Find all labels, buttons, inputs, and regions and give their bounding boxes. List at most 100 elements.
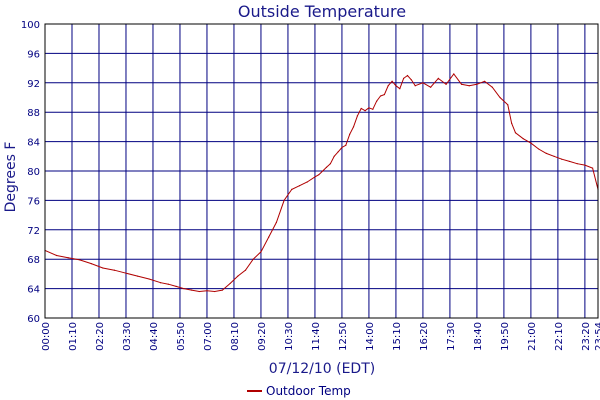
data-point bbox=[379, 95, 382, 97]
data-point bbox=[445, 83, 447, 85]
series-line-outdoor-temp bbox=[44, 73, 599, 293]
data-point bbox=[314, 176, 316, 178]
data-point bbox=[499, 96, 501, 99]
data-point bbox=[460, 83, 463, 85]
data-point bbox=[341, 146, 343, 149]
data-point bbox=[175, 285, 177, 287]
x-tick-label: 05:50 bbox=[176, 322, 187, 351]
data-point bbox=[364, 110, 366, 112]
x-tick-label: 10:30 bbox=[284, 322, 295, 351]
grid-lines bbox=[45, 24, 598, 318]
y-tick-labels: 60 64 68 72 76 80 84 88 92 96 100 bbox=[21, 20, 40, 325]
data-point bbox=[283, 199, 285, 201]
data-point bbox=[329, 163, 331, 165]
data-point bbox=[387, 85, 389, 87]
data-point bbox=[545, 152, 547, 154]
data-point bbox=[136, 275, 139, 277]
data-point bbox=[437, 77, 439, 79]
data-point bbox=[291, 188, 293, 190]
data-point bbox=[148, 278, 150, 280]
data-point bbox=[410, 79, 412, 81]
data-point bbox=[507, 104, 509, 106]
data-point bbox=[206, 290, 208, 292]
x-tick-label: 04:40 bbox=[149, 322, 160, 351]
data-point bbox=[538, 148, 540, 150]
data-point bbox=[491, 86, 493, 88]
data-point bbox=[229, 282, 231, 285]
data-point bbox=[252, 258, 254, 260]
x-tick-label: 12:50 bbox=[338, 322, 349, 351]
data-point bbox=[356, 115, 358, 117]
data-point bbox=[221, 289, 223, 291]
data-point bbox=[214, 290, 216, 293]
x-tick-label: 23:20 bbox=[581, 322, 592, 351]
data-point bbox=[337, 151, 339, 153]
plot-border bbox=[44, 23, 599, 319]
x-tick-label: 21:00 bbox=[527, 322, 538, 351]
data-point bbox=[403, 77, 405, 79]
x-tick-label: 19:50 bbox=[500, 322, 511, 351]
y-tick-label: 68 bbox=[27, 255, 40, 266]
data-point bbox=[391, 80, 393, 82]
data-point bbox=[414, 85, 416, 87]
data-point bbox=[383, 93, 385, 96]
data-point bbox=[244, 269, 247, 271]
data-point bbox=[67, 257, 69, 259]
data-point bbox=[260, 251, 262, 253]
data-point bbox=[430, 86, 432, 88]
data-point bbox=[592, 167, 594, 169]
legend-label: Outdoor Temp bbox=[266, 384, 351, 398]
x-tick-label: 02:20 bbox=[95, 322, 106, 351]
x-tick-labels: 00:00 01:10 02:20 03:30 04:40 05:50 07:00 08:10… bbox=[41, 322, 600, 351]
data-point bbox=[399, 88, 401, 90]
data-point bbox=[345, 144, 347, 146]
data-point bbox=[55, 254, 58, 257]
data-point bbox=[125, 272, 127, 274]
x-tick-label: 01:10 bbox=[68, 322, 79, 351]
y-tick-label: 72 bbox=[27, 226, 40, 237]
x-tick-label: 23:54 bbox=[594, 322, 600, 351]
y-tick-label: 84 bbox=[27, 138, 40, 149]
data-point bbox=[90, 263, 92, 265]
x-tick-label: 22:10 bbox=[554, 322, 565, 351]
x-tick-label: 18:40 bbox=[473, 322, 484, 351]
data-point bbox=[553, 155, 555, 157]
data-point bbox=[372, 108, 374, 110]
x-tick-label: 03:30 bbox=[122, 322, 133, 351]
x-tick-label: 14:00 bbox=[365, 322, 376, 351]
y-tick-label: 64 bbox=[27, 285, 40, 296]
data-point bbox=[360, 107, 362, 110]
data-point bbox=[113, 269, 116, 271]
data-point bbox=[568, 160, 571, 163]
data-point bbox=[190, 289, 193, 291]
y-tick-label: 80 bbox=[27, 167, 40, 178]
x-tick-label: 07:00 bbox=[203, 322, 214, 351]
data-point bbox=[237, 275, 239, 277]
data-point bbox=[322, 170, 324, 172]
data-point bbox=[183, 288, 185, 290]
x-tick-label: 00:00 bbox=[41, 322, 52, 351]
x-tick-label: 17:30 bbox=[446, 322, 457, 351]
chart-title: Outside Temperature bbox=[238, 2, 406, 21]
y-tick-label: 60 bbox=[27, 314, 40, 325]
data-point bbox=[561, 158, 563, 160]
data-point bbox=[79, 259, 81, 261]
data-point bbox=[584, 164, 586, 166]
data-point bbox=[514, 132, 517, 134]
data-point bbox=[306, 181, 308, 183]
data-point bbox=[376, 100, 378, 102]
x-tick-label: 11:40 bbox=[311, 322, 322, 351]
y-tick-label: 96 bbox=[27, 49, 40, 60]
x-tick-label: 15:10 bbox=[392, 322, 403, 351]
data-point bbox=[333, 155, 335, 157]
data-point bbox=[298, 185, 301, 187]
x-tick-label: 09:20 bbox=[257, 322, 268, 351]
data-point bbox=[268, 236, 270, 238]
data-point bbox=[160, 282, 162, 284]
y-tick-label: 100 bbox=[21, 20, 40, 31]
data-point bbox=[395, 85, 397, 87]
data-point bbox=[318, 174, 320, 176]
data-point bbox=[511, 122, 513, 124]
data-point bbox=[576, 163, 578, 165]
